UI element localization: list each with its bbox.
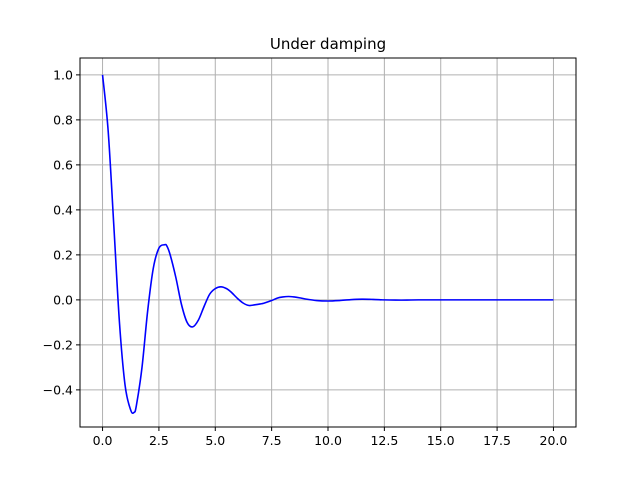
x-tick-label: 0.0 <box>93 433 113 448</box>
x-tick-label: 12.5 <box>370 433 398 448</box>
series-line <box>101 74 554 415</box>
y-tick-label: 0.6 <box>53 157 73 172</box>
y-tick-label: 0.0 <box>53 292 73 307</box>
x-tick-label: 5.0 <box>205 433 225 448</box>
y-tick-label: 0.8 <box>53 112 73 127</box>
y-tick-label: 0.4 <box>53 202 73 217</box>
x-tick-label: 17.5 <box>483 433 511 448</box>
x-axis: 0.0 2.5 5.0 7.5 10.0 12.5 15.0 17.5 20.0 <box>93 427 568 448</box>
x-tick-label: 10.0 <box>314 433 342 448</box>
y-tick-label: −0.4 <box>43 382 73 397</box>
y-axis: −0.4 −0.2 0.0 0.2 0.4 0.6 0.8 1.0 <box>43 67 80 397</box>
chart-title: Under damping <box>270 35 386 53</box>
series-layer <box>101 74 554 415</box>
x-tick-label: 15.0 <box>427 433 455 448</box>
x-tick-label: 2.5 <box>149 433 169 448</box>
grid <box>80 58 576 427</box>
x-tick-label: 20.0 <box>540 433 568 448</box>
y-tick-label: 0.2 <box>53 247 73 262</box>
x-tick-label: 7.5 <box>262 433 282 448</box>
y-tick-label: 1.0 <box>53 67 73 82</box>
y-tick-label: −0.2 <box>43 337 73 352</box>
